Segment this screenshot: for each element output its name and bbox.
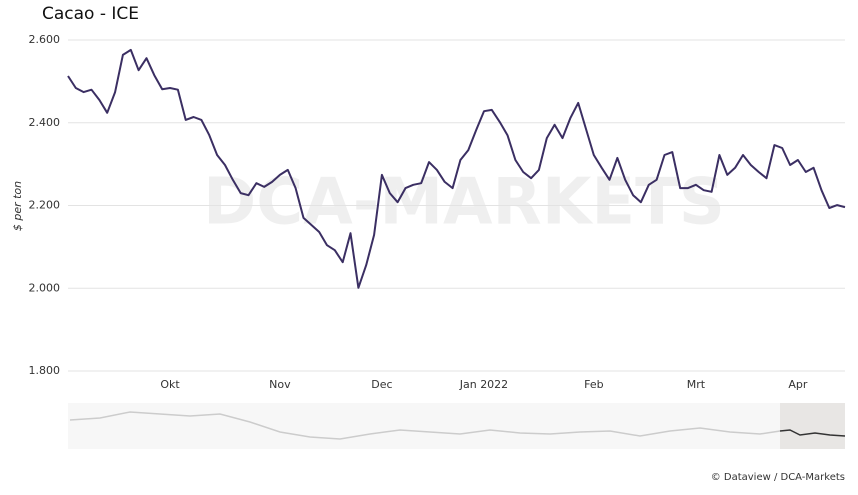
x-tick-label: Apr	[788, 378, 808, 391]
y-tick-label: 2.200	[29, 199, 61, 212]
price-line	[67, 48, 846, 289]
x-tick-label: Jan 2022	[459, 378, 508, 391]
chart-title: Cacao - ICE	[42, 4, 139, 24]
y-tick-label: 2.000	[29, 281, 61, 294]
y-axis-label: $ per ton	[11, 181, 24, 231]
source: © Dataview / DCA-Markets	[711, 472, 845, 483]
navigator-line	[69, 411, 781, 440]
x-tick-label: Dec	[371, 378, 392, 391]
navigator-selection	[780, 403, 845, 449]
y-tick-label: 2.400	[29, 116, 61, 129]
x-tick-label: Nov	[269, 378, 291, 391]
navigator-line-selected	[779, 429, 846, 437]
watermark: DCA-MARKETS	[203, 166, 725, 240]
y-tick-label: 1.800	[29, 364, 61, 377]
x-tick-label: Okt	[160, 378, 180, 391]
x-tick-label: Feb	[584, 378, 603, 391]
y-tick-label: 2.600	[29, 33, 61, 46]
x-tick-label: Mrt	[687, 378, 706, 391]
navigator	[68, 403, 845, 449]
